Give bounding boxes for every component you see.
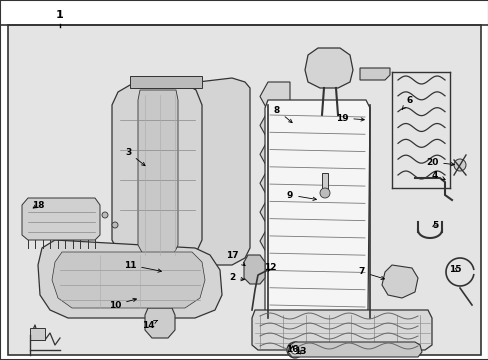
Text: 16: 16 <box>285 346 298 355</box>
Polygon shape <box>38 240 222 318</box>
Text: 19: 19 <box>335 113 364 122</box>
Bar <box>30 328 45 340</box>
Text: 1: 1 <box>56 10 64 20</box>
Text: 14: 14 <box>142 320 157 329</box>
Circle shape <box>290 346 298 354</box>
Polygon shape <box>112 80 202 272</box>
Text: 3: 3 <box>124 148 145 166</box>
Text: 18: 18 <box>32 201 44 210</box>
Text: 12: 12 <box>263 264 276 273</box>
Polygon shape <box>138 90 178 262</box>
Polygon shape <box>251 310 431 350</box>
Polygon shape <box>381 265 417 298</box>
Text: 2: 2 <box>228 274 244 283</box>
Polygon shape <box>264 100 369 320</box>
Text: 8: 8 <box>273 105 291 123</box>
Polygon shape <box>287 342 421 357</box>
Polygon shape <box>145 308 175 338</box>
Text: 20: 20 <box>425 158 453 166</box>
Polygon shape <box>22 198 100 240</box>
Text: 11: 11 <box>123 261 161 272</box>
Text: 10: 10 <box>109 298 136 310</box>
Polygon shape <box>359 68 389 80</box>
Circle shape <box>102 212 108 218</box>
Circle shape <box>319 188 329 198</box>
Text: 5: 5 <box>431 220 437 230</box>
Polygon shape <box>305 48 352 88</box>
Text: 13: 13 <box>293 347 305 356</box>
Text: 6: 6 <box>401 95 412 109</box>
Bar <box>130 76 202 88</box>
Text: 4: 4 <box>431 171 444 180</box>
Circle shape <box>453 159 465 171</box>
Circle shape <box>286 342 303 358</box>
Polygon shape <box>244 255 264 284</box>
Text: 15: 15 <box>448 266 460 275</box>
Bar <box>321 173 327 195</box>
Text: 9: 9 <box>286 190 316 201</box>
Polygon shape <box>195 78 249 265</box>
Polygon shape <box>260 82 289 270</box>
Text: 17: 17 <box>225 251 244 266</box>
Circle shape <box>112 222 118 228</box>
Polygon shape <box>52 252 204 308</box>
Text: 7: 7 <box>358 267 384 279</box>
Bar <box>0 0 488 25</box>
